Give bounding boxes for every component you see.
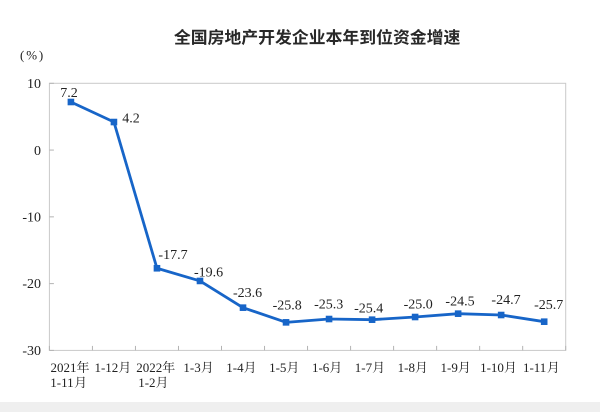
svg-text:-24.7: -24.7 xyxy=(491,293,520,308)
svg-text:(: ( xyxy=(20,48,24,63)
svg-text:1-7: 1-7 xyxy=(355,360,373,375)
svg-text:-23.6: -23.6 xyxy=(233,286,262,301)
svg-text:2021: 2021 xyxy=(51,360,77,375)
svg-text:1-2: 1-2 xyxy=(138,375,155,390)
svg-text:1-6: 1-6 xyxy=(312,360,330,375)
svg-text:-19.6: -19.6 xyxy=(194,266,223,281)
svg-text:-25.8: -25.8 xyxy=(273,299,302,314)
svg-text:4.2: 4.2 xyxy=(122,112,140,127)
svg-text:-25.4: -25.4 xyxy=(354,302,383,317)
svg-text:-25.3: -25.3 xyxy=(314,298,343,313)
svg-text:-17.7: -17.7 xyxy=(158,248,187,263)
svg-text:1-3: 1-3 xyxy=(183,360,200,375)
svg-text:%: % xyxy=(26,48,37,63)
svg-text:): ) xyxy=(39,48,43,63)
svg-text:-24.5: -24.5 xyxy=(445,295,474,310)
svg-text:0: 0 xyxy=(34,144,41,159)
svg-text:-10: -10 xyxy=(22,211,41,226)
svg-text:1-4: 1-4 xyxy=(226,360,244,375)
svg-text:1-11: 1-11 xyxy=(50,375,73,390)
svg-text:1-8: 1-8 xyxy=(398,360,415,375)
svg-text:-25.7: -25.7 xyxy=(534,298,563,313)
svg-text:2022: 2022 xyxy=(136,360,162,375)
svg-text:-30: -30 xyxy=(22,344,41,359)
svg-text:1-11: 1-11 xyxy=(523,360,546,375)
svg-text:1-5: 1-5 xyxy=(269,360,286,375)
svg-text:7.2: 7.2 xyxy=(60,86,78,101)
svg-text:-20: -20 xyxy=(22,277,41,292)
svg-text:1-12: 1-12 xyxy=(94,360,118,375)
svg-text:1-10: 1-10 xyxy=(480,360,504,375)
svg-text:10: 10 xyxy=(27,77,41,92)
svg-text:-25.0: -25.0 xyxy=(404,298,433,313)
svg-text:1-9: 1-9 xyxy=(440,360,457,375)
